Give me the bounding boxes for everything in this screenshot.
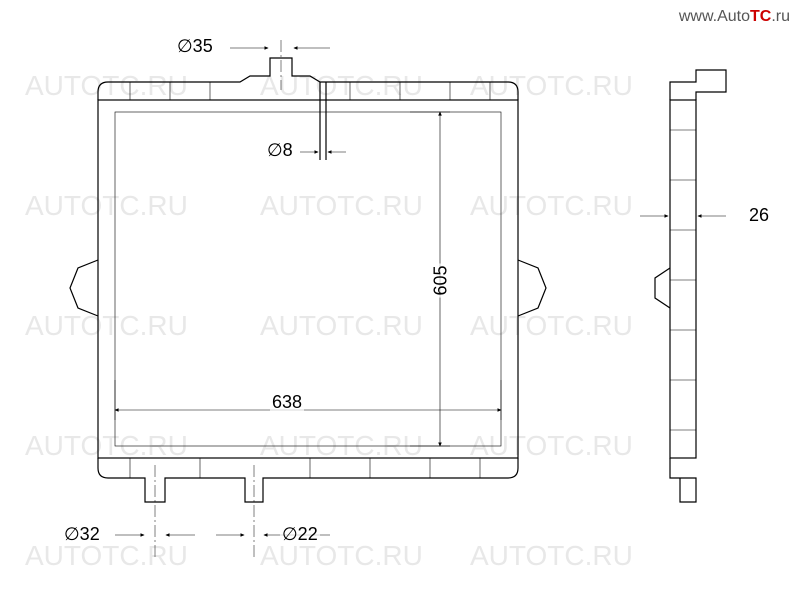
dim-height: 605 (431, 263, 452, 297)
dim-width: 638 (270, 392, 304, 413)
logo-prefix: www.Auto (679, 8, 750, 25)
site-logo: www.AutoTC.ru (679, 8, 790, 26)
dim-d22: ∅22 (280, 524, 320, 545)
logo-highlight: TC (750, 8, 771, 25)
dim-d32: ∅32 (62, 524, 102, 545)
dim-d35: ∅35 (175, 36, 215, 57)
dim-d8: ∅8 (265, 140, 295, 161)
logo-suffix: .ru (771, 8, 790, 25)
dim-depth: 26 (747, 205, 771, 226)
radiator-drawing (0, 0, 800, 600)
